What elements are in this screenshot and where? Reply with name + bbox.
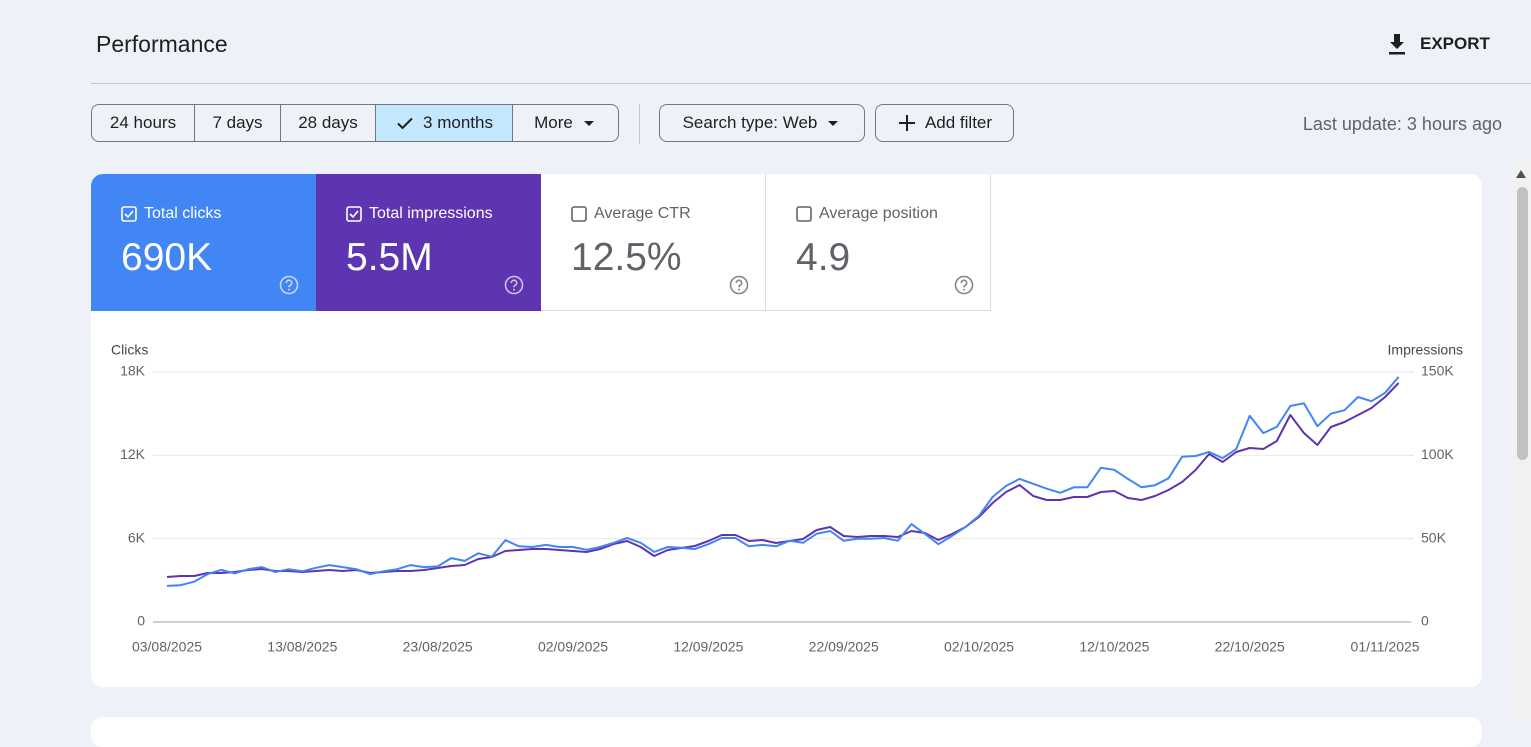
series-line — [166, 382, 1400, 578]
series-line — [166, 376, 1400, 587]
metric-tile[interactable]: Total impressions 5.5M — [316, 174, 541, 311]
metric-checkbox — [571, 206, 587, 222]
x-tick-label: 13/08/2025 — [267, 639, 337, 655]
add-filter-label: Add filter — [924, 113, 993, 132]
help-icon — [279, 275, 299, 295]
performance-card: Total clicks 690K Total impressions 5.5M Ave… — [91, 174, 1482, 687]
metric-value: 4.9 — [796, 236, 851, 279]
filter-divider — [639, 104, 640, 144]
range-chip[interactable]: 3 months — [375, 104, 513, 142]
y2-tick-label: 100K — [1421, 446, 1454, 462]
search-type-chip[interactable]: Search type: Web — [659, 104, 865, 142]
page-title: Performance — [96, 31, 228, 57]
help-icon — [729, 275, 749, 295]
metric-value: 690K — [121, 236, 213, 279]
range-label: 3 months — [423, 113, 493, 132]
y-axis-title: Clicks — [111, 342, 148, 358]
scrollbar-thumb[interactable] — [1517, 187, 1528, 460]
y-tick-label: 6K — [128, 529, 146, 545]
metric-tile[interactable]: Total clicks 690K — [91, 174, 316, 311]
scroll-up[interactable] — [1514, 168, 1528, 180]
x-tick-label: 12/10/2025 — [1079, 639, 1149, 655]
y2-axis-title: Impressions — [1388, 342, 1463, 358]
metric-checkbox — [121, 206, 137, 222]
metric-value: 5.5M — [346, 236, 433, 279]
add-filter-chip[interactable]: Add filter — [875, 104, 1014, 142]
range-chip[interactable]: 28 days — [280, 104, 376, 142]
range-chip[interactable]: 7 days — [194, 104, 281, 142]
header-rule — [91, 83, 1531, 84]
metric-label: Average position — [819, 205, 938, 222]
metric-tile[interactable]: Average position 4.9 — [766, 174, 991, 311]
x-tick-label: 02/09/2025 — [538, 639, 608, 655]
export-button[interactable]: EXPORT — [1386, 30, 1490, 58]
x-tick-label: 03/08/2025 — [132, 639, 202, 655]
y-tick-label: 12K — [120, 446, 146, 462]
metric-label: Total impressions — [369, 205, 493, 222]
range-chip[interactable]: More — [512, 104, 619, 142]
search-type-label: Search type: Web — [682, 113, 818, 132]
dropdown-icon — [583, 121, 594, 126]
help-icon — [504, 275, 524, 295]
help-icon — [954, 275, 974, 295]
download-icon — [1389, 34, 1405, 55]
x-tick-label: 22/09/2025 — [809, 639, 879, 655]
last-update: Last update: 3 hours ago — [1302, 114, 1502, 134]
chart: Clicks Impressions 0 6K 12K 18K 0 50K 100K 150K 03… — [111, 342, 1463, 655]
metric-label: Average CTR — [594, 205, 691, 222]
check-icon — [397, 117, 413, 130]
y-tick-label: 18K — [120, 363, 146, 379]
y-tick-label: 0 — [137, 613, 145, 629]
x-tick-label: 01/11/2025 — [1351, 639, 1420, 655]
metric-label: Total clicks — [144, 205, 222, 222]
range-label: 7 days — [212, 113, 263, 132]
x-tick-label: 22/10/2025 — [1215, 639, 1285, 655]
y2-tick-label: 50K — [1421, 529, 1447, 545]
range-label: 28 days — [298, 113, 358, 132]
y2-tick-label: 0 — [1421, 613, 1429, 629]
range-label: 24 hours — [109, 113, 177, 132]
dropdown-icon — [828, 121, 839, 126]
x-tick-label: 23/08/2025 — [403, 639, 473, 655]
metric-checkbox — [346, 206, 362, 222]
metric-tile[interactable]: Average CTR 12.5% — [541, 174, 766, 311]
export-label: EXPORT — [1420, 34, 1490, 53]
page: Performance EXPORT Last update: 3 hours … — [91, 30, 1531, 747]
range-chip[interactable]: 24 hours — [91, 104, 195, 142]
plus-icon — [898, 115, 915, 131]
x-tick-label: 02/10/2025 — [944, 639, 1014, 655]
metric-value: 12.5% — [571, 236, 682, 279]
range-label: More — [534, 113, 573, 132]
y2-tick-label: 150K — [1421, 363, 1454, 379]
metric-checkbox — [796, 206, 812, 222]
x-tick-label: 12/09/2025 — [673, 639, 743, 655]
